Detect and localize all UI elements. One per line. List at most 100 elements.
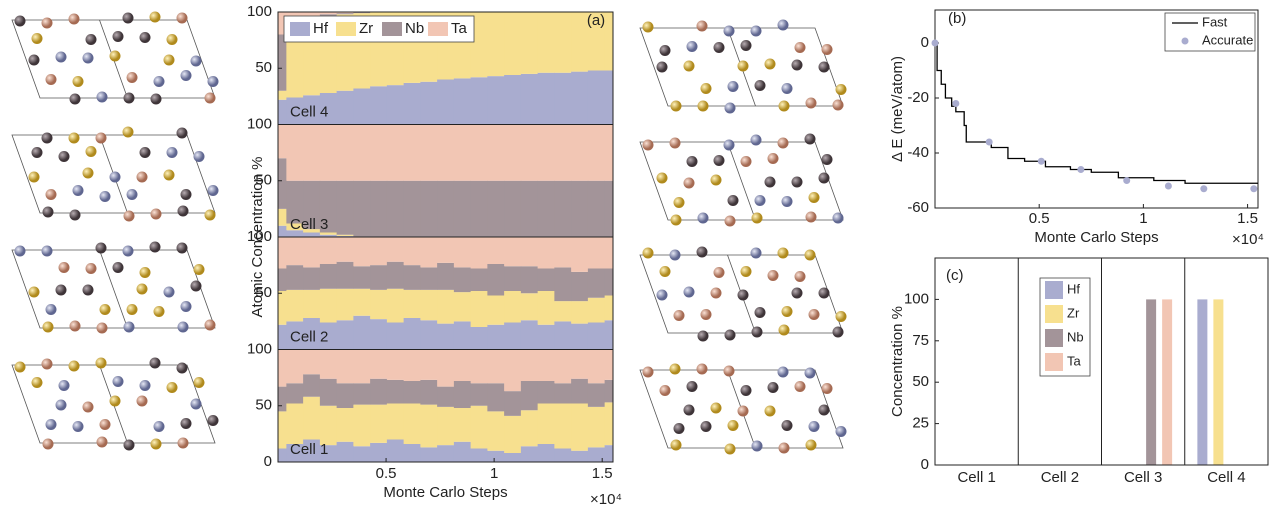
y-tick-label: 25 <box>912 415 929 432</box>
area-column <box>470 405 488 449</box>
legend-label: Zr <box>359 20 373 37</box>
area-column <box>278 349 287 387</box>
atom <box>69 320 81 332</box>
atom <box>41 132 53 144</box>
atom <box>835 311 847 322</box>
area-column <box>286 349 304 384</box>
atom <box>58 262 70 273</box>
area-column <box>353 124 371 181</box>
area-column <box>420 404 438 448</box>
atom <box>95 242 107 254</box>
atom <box>112 376 124 387</box>
atom <box>781 306 793 317</box>
atom <box>777 19 789 31</box>
atom <box>85 146 97 157</box>
atom <box>777 366 789 378</box>
area-column <box>437 349 455 387</box>
area-column <box>319 322 338 350</box>
atom <box>99 419 111 430</box>
area-column <box>453 381 472 408</box>
area-column <box>336 408 354 442</box>
atom <box>710 174 722 186</box>
area-column <box>453 441 472 462</box>
area-column <box>470 327 488 350</box>
area-column <box>278 90 287 100</box>
area-column <box>571 323 589 350</box>
area-column <box>403 444 421 462</box>
legend-label: Hf <box>1067 281 1080 296</box>
atom <box>207 76 219 87</box>
atom <box>190 55 202 67</box>
atom <box>700 421 712 432</box>
atom <box>109 171 121 183</box>
area-column <box>504 124 522 181</box>
atom <box>750 134 762 146</box>
area-column <box>278 291 287 325</box>
atom <box>123 321 135 333</box>
atom <box>85 263 97 274</box>
atom <box>14 361 26 373</box>
atom <box>683 60 695 72</box>
y-tick-label: 0 <box>264 453 272 470</box>
area-column <box>554 383 572 404</box>
x-multiplier: ×10⁴ <box>590 491 622 508</box>
area-column <box>587 70 606 125</box>
atom <box>777 247 789 259</box>
y-tick-label: 50 <box>255 59 272 76</box>
area-column <box>537 403 555 444</box>
atom <box>778 324 790 336</box>
area-column <box>520 410 539 447</box>
area-column <box>403 124 421 181</box>
atom <box>42 438 54 450</box>
area-column <box>520 349 539 381</box>
atom <box>656 61 668 73</box>
atom <box>737 289 749 301</box>
area-column <box>336 288 354 321</box>
atom <box>670 214 682 226</box>
atom <box>791 287 803 299</box>
y-tick-label: 50 <box>255 397 272 414</box>
area-column <box>278 411 287 449</box>
area-column <box>370 442 388 462</box>
area-column <box>403 318 421 350</box>
area-column <box>537 444 555 462</box>
atom <box>740 385 752 396</box>
atom <box>42 321 54 333</box>
atom <box>123 210 135 222</box>
area-column <box>286 35 304 98</box>
area-column <box>286 321 304 350</box>
atom <box>818 172 830 184</box>
area-column <box>487 237 505 264</box>
atom <box>710 402 722 414</box>
atom <box>764 405 776 417</box>
area-column <box>278 99 287 125</box>
x-multiplier: ×10⁴ <box>1232 231 1264 248</box>
atom <box>737 405 749 417</box>
atom <box>713 267 725 278</box>
atom <box>642 139 654 151</box>
area-column <box>504 453 522 462</box>
area-column <box>420 289 438 321</box>
area-column <box>537 381 555 404</box>
atom <box>193 151 205 162</box>
area-column <box>437 445 455 462</box>
area-column <box>587 237 606 269</box>
atom <box>149 241 161 253</box>
atom <box>764 176 776 188</box>
atom <box>740 266 752 277</box>
atom <box>96 436 108 448</box>
area-column <box>386 85 405 125</box>
area-column <box>319 180 338 233</box>
atom <box>696 20 708 32</box>
area-column <box>554 237 572 268</box>
atom <box>697 330 709 342</box>
atom <box>754 307 766 318</box>
atom <box>804 367 816 379</box>
area-column <box>453 124 472 181</box>
atom <box>207 185 219 196</box>
area-column <box>470 237 488 269</box>
atom <box>778 442 790 454</box>
area-column <box>504 291 522 323</box>
x-tick-label: Cell 4 <box>1207 469 1245 486</box>
